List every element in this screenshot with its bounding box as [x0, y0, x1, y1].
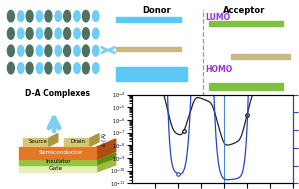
Ellipse shape — [55, 28, 62, 39]
Text: Donor: Donor — [143, 6, 171, 15]
Text: D-A Complexes: D-A Complexes — [25, 89, 90, 98]
Ellipse shape — [74, 63, 80, 74]
Polygon shape — [49, 134, 58, 146]
Ellipse shape — [83, 28, 89, 39]
Ellipse shape — [36, 45, 43, 56]
Ellipse shape — [7, 45, 14, 57]
Text: Drain: Drain — [71, 139, 86, 144]
Bar — [231, 54, 290, 59]
Y-axis label: $I_d$ (A): $I_d$ (A) — [100, 131, 109, 147]
Ellipse shape — [7, 10, 14, 22]
Ellipse shape — [92, 11, 99, 22]
Ellipse shape — [7, 62, 14, 74]
Polygon shape — [96, 159, 116, 172]
Polygon shape — [96, 139, 116, 160]
Polygon shape — [19, 165, 116, 172]
Ellipse shape — [92, 63, 99, 74]
Text: Source: Source — [28, 139, 47, 144]
Ellipse shape — [92, 45, 99, 56]
Ellipse shape — [45, 45, 52, 57]
Ellipse shape — [55, 63, 62, 74]
Polygon shape — [23, 142, 58, 146]
Ellipse shape — [18, 45, 24, 56]
Ellipse shape — [45, 28, 52, 39]
Ellipse shape — [74, 45, 80, 56]
Ellipse shape — [45, 10, 52, 22]
Text: Gate: Gate — [49, 166, 63, 171]
Text: Acceptor: Acceptor — [223, 6, 265, 15]
Ellipse shape — [83, 45, 89, 57]
Bar — [116, 47, 181, 51]
Ellipse shape — [36, 11, 43, 22]
Text: Semiconductor: Semiconductor — [39, 150, 83, 155]
Text: HOMO: HOMO — [205, 65, 232, 74]
Bar — [209, 83, 283, 90]
Ellipse shape — [36, 63, 43, 74]
Bar — [116, 67, 187, 81]
Ellipse shape — [26, 45, 33, 57]
Bar — [116, 17, 181, 22]
Ellipse shape — [18, 63, 24, 74]
Ellipse shape — [55, 11, 62, 22]
Polygon shape — [90, 134, 99, 146]
Ellipse shape — [83, 62, 89, 74]
Ellipse shape — [26, 10, 33, 22]
Polygon shape — [64, 138, 90, 146]
Ellipse shape — [45, 62, 52, 74]
Ellipse shape — [64, 28, 71, 39]
Ellipse shape — [74, 11, 80, 22]
Ellipse shape — [83, 10, 89, 22]
Bar — [209, 21, 283, 26]
Ellipse shape — [64, 45, 71, 57]
Text: LUMO: LUMO — [205, 13, 230, 22]
Ellipse shape — [26, 62, 33, 74]
Ellipse shape — [74, 28, 80, 39]
Ellipse shape — [55, 45, 62, 56]
Ellipse shape — [36, 28, 43, 39]
Polygon shape — [19, 151, 116, 160]
Ellipse shape — [64, 62, 71, 74]
Polygon shape — [19, 166, 96, 172]
Ellipse shape — [18, 28, 24, 39]
Ellipse shape — [26, 28, 33, 39]
Ellipse shape — [92, 28, 99, 39]
Polygon shape — [19, 158, 116, 165]
Ellipse shape — [7, 28, 14, 39]
Polygon shape — [64, 142, 99, 146]
Ellipse shape — [18, 11, 24, 22]
Polygon shape — [19, 147, 96, 160]
Text: Insulator: Insulator — [45, 159, 71, 164]
Ellipse shape — [64, 10, 71, 22]
Polygon shape — [96, 153, 116, 165]
Polygon shape — [19, 160, 96, 165]
Polygon shape — [23, 138, 49, 146]
